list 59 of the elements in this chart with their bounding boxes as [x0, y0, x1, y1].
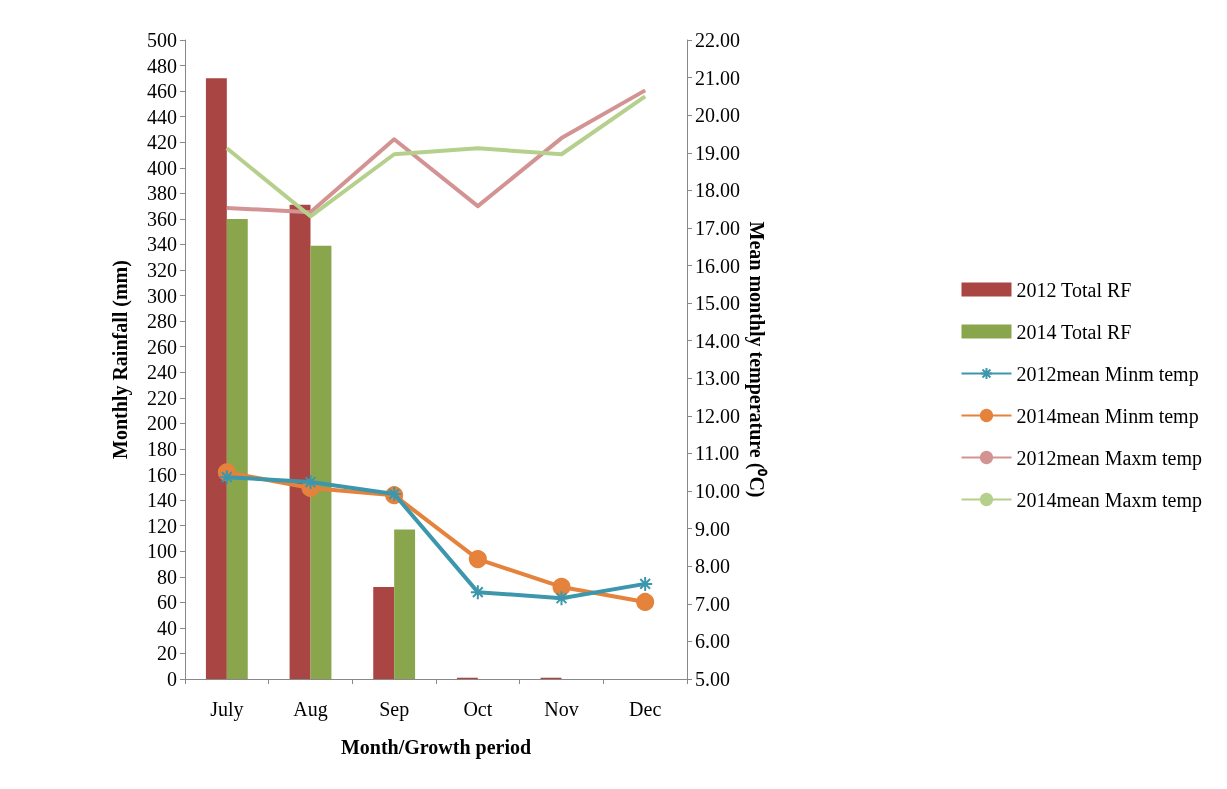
x-axis-title: Month/Growth period	[340, 736, 532, 759]
y2-tick-label: 12.00	[695, 404, 740, 427]
y-tick-label: 100	[147, 540, 177, 563]
y-tick-label: 300	[147, 284, 177, 307]
y-tick-label: 60	[157, 591, 177, 614]
x-tick-label: Aug	[293, 698, 328, 721]
y2-tick-label: 15.00	[695, 292, 740, 315]
y-tick-label: 420	[147, 131, 177, 154]
y2-tick-label: 14.00	[695, 329, 740, 352]
x-tick-label: Sep	[379, 698, 410, 721]
y-tick-label: 380	[147, 182, 177, 205]
y2-tick-label: 11.00	[695, 442, 740, 465]
x-tick-label: Oct	[463, 698, 493, 720]
y-tick-label: 40	[157, 616, 177, 639]
y-tick-label: 480	[147, 54, 177, 77]
y2-tick-label: 16.00	[695, 254, 740, 277]
y2-tick-label: 18.00	[695, 179, 740, 202]
y-tick-label: 280	[147, 310, 177, 333]
y-tick-label: 240	[147, 361, 177, 384]
y2-tick-label: 6.00	[695, 630, 730, 653]
legend-label: 2012mean Minm temp	[1016, 362, 1199, 386]
x-tick-label: Nov	[544, 698, 579, 720]
y-tick-label: 460	[147, 80, 177, 103]
y2-tick-label: 9.00	[695, 517, 730, 540]
y-tick-label: 0	[167, 668, 177, 690]
y2-tick-label: 20.00	[695, 104, 740, 127]
y-tick-label: 440	[147, 105, 177, 128]
legend-label: 2012 Total RF	[1016, 278, 1132, 301]
y-tick-label: 20	[157, 642, 177, 665]
legend-label: 2014mean Maxm temp	[1016, 488, 1203, 512]
y2-tick-label: 5.00	[695, 668, 730, 690]
y2-tick-label: 21.00	[695, 66, 740, 89]
y2-axis-title: Mean monthly temperature (⁰C)	[745, 221, 768, 498]
y-tick-label: 320	[147, 259, 177, 282]
y-tick-label: 260	[147, 335, 177, 358]
y2-tick-label: 10.00	[695, 480, 740, 503]
y2-tick-label: 22.00	[695, 29, 740, 51]
y2-tick-label: 19.00	[695, 141, 740, 164]
legend-label: 2012mean Maxm temp	[1016, 446, 1203, 470]
y2-tick-label: 13.00	[695, 367, 740, 390]
y-tick-label: 140	[147, 489, 177, 512]
y-tick-label: 180	[147, 437, 177, 460]
legend-label: 2014 Total RF	[1016, 320, 1132, 343]
x-tick-label: July	[210, 698, 244, 721]
y2-tick-label: 17.00	[695, 216, 740, 239]
x-tick-label: Dec	[629, 698, 662, 720]
y-tick-label: 160	[147, 463, 177, 486]
legend-label: 2014mean Minm temp	[1016, 404, 1199, 428]
y2-tick-label: 8.00	[695, 555, 730, 578]
y-tick-label: 200	[147, 412, 177, 435]
y-tick-label: 340	[147, 233, 177, 256]
y2-tick-label: 7.00	[695, 592, 730, 615]
y-tick-label: 220	[147, 386, 177, 409]
y-tick-label: 500	[147, 29, 177, 51]
y-tick-label: 80	[157, 565, 177, 588]
y-tick-label: 360	[147, 207, 177, 230]
y-tick-label: 120	[147, 514, 177, 537]
y-tick-label: 400	[147, 156, 177, 179]
y-axis-title: Monthly Rainfall (mm)	[109, 260, 132, 459]
